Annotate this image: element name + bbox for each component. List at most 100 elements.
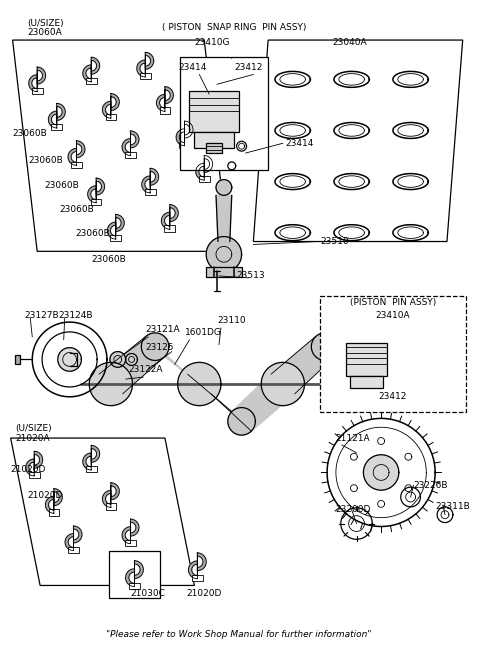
Bar <box>106 504 116 510</box>
Polygon shape <box>111 94 120 111</box>
Bar <box>86 78 96 84</box>
Bar <box>206 267 241 277</box>
Polygon shape <box>46 496 54 514</box>
Text: 23125: 23125 <box>145 343 174 352</box>
Text: 23060B: 23060B <box>75 229 110 238</box>
Polygon shape <box>363 455 399 490</box>
Polygon shape <box>58 348 82 371</box>
Polygon shape <box>150 168 158 185</box>
Polygon shape <box>142 176 150 193</box>
Polygon shape <box>126 569 134 587</box>
Polygon shape <box>96 178 105 195</box>
Bar <box>29 472 39 478</box>
Bar <box>194 132 234 148</box>
Text: 21020A: 21020A <box>15 434 50 443</box>
Text: 23127B: 23127B <box>24 310 59 320</box>
Text: 23060A: 23060A <box>27 28 62 37</box>
Polygon shape <box>88 186 96 202</box>
Bar <box>320 295 466 411</box>
Text: 21020D: 21020D <box>27 491 63 500</box>
Bar <box>32 88 43 94</box>
Polygon shape <box>170 204 178 221</box>
Text: 23040A: 23040A <box>332 37 367 47</box>
Polygon shape <box>131 519 139 536</box>
Polygon shape <box>91 57 100 74</box>
Text: 23410G: 23410G <box>194 37 230 47</box>
Bar <box>349 376 383 388</box>
Polygon shape <box>116 214 124 231</box>
Polygon shape <box>37 67 46 84</box>
Bar <box>199 176 210 182</box>
Bar <box>129 582 140 589</box>
Text: 23060B: 23060B <box>60 204 95 214</box>
Polygon shape <box>145 52 154 69</box>
Text: 23121A: 23121A <box>145 326 180 335</box>
Polygon shape <box>76 141 85 158</box>
Polygon shape <box>57 103 65 121</box>
Text: 21030C: 21030C <box>131 589 166 598</box>
Bar <box>190 91 239 132</box>
Bar <box>179 142 190 148</box>
Bar <box>91 199 101 205</box>
Text: 23122A: 23122A <box>129 365 163 374</box>
Polygon shape <box>137 60 145 77</box>
Polygon shape <box>216 195 232 242</box>
Text: (PISTON  PIN ASSY): (PISTON PIN ASSY) <box>350 298 436 307</box>
Text: 23200D: 23200D <box>335 505 370 514</box>
Bar <box>206 143 222 153</box>
Text: 21121A: 21121A <box>335 434 370 443</box>
Text: (U/SIZE): (U/SIZE) <box>27 19 64 28</box>
Polygon shape <box>83 65 91 82</box>
Bar <box>86 466 96 472</box>
Text: 23311B: 23311B <box>435 502 470 512</box>
Text: "Please refer to Work Shop Manual for further information": "Please refer to Work Shop Manual for fu… <box>106 630 372 639</box>
Bar <box>192 574 203 581</box>
Polygon shape <box>145 337 211 394</box>
Polygon shape <box>204 155 213 172</box>
Text: 23410A: 23410A <box>375 310 410 320</box>
Polygon shape <box>161 212 170 229</box>
Polygon shape <box>271 337 335 394</box>
Polygon shape <box>312 333 339 360</box>
Bar <box>48 510 59 515</box>
Text: 21020D: 21020D <box>11 465 46 474</box>
Bar <box>145 189 156 195</box>
Bar <box>106 115 116 121</box>
Bar <box>125 152 136 158</box>
Bar <box>165 225 175 231</box>
Text: 23124B: 23124B <box>59 310 93 320</box>
Polygon shape <box>131 131 139 148</box>
Polygon shape <box>197 553 206 571</box>
Text: ( PISTON  SNAP RING  PIN ASSY): ( PISTON SNAP RING PIN ASSY) <box>162 23 306 32</box>
Polygon shape <box>141 333 169 360</box>
Polygon shape <box>83 453 91 470</box>
Bar <box>71 162 82 168</box>
Bar <box>346 343 387 376</box>
Text: 23060B: 23060B <box>91 255 126 264</box>
Polygon shape <box>122 139 131 155</box>
Bar <box>14 354 21 364</box>
Polygon shape <box>126 354 137 365</box>
Polygon shape <box>89 362 132 405</box>
Polygon shape <box>110 352 126 367</box>
Text: 1601DG: 1601DG <box>185 328 221 337</box>
Polygon shape <box>188 374 252 431</box>
Text: 23414: 23414 <box>286 139 314 148</box>
Text: 23060B: 23060B <box>44 181 79 190</box>
Bar <box>140 73 151 79</box>
Bar <box>110 235 121 241</box>
Polygon shape <box>216 179 232 195</box>
Polygon shape <box>99 337 165 394</box>
Bar <box>125 540 136 546</box>
Polygon shape <box>156 94 165 111</box>
Text: 23513: 23513 <box>237 271 265 280</box>
Polygon shape <box>228 407 255 435</box>
Text: 23412: 23412 <box>379 392 407 402</box>
Bar <box>51 124 62 130</box>
Text: 23510: 23510 <box>320 237 349 246</box>
Polygon shape <box>345 362 388 405</box>
Polygon shape <box>65 534 73 551</box>
Polygon shape <box>108 222 116 239</box>
Text: (U/SIZE): (U/SIZE) <box>15 424 52 433</box>
Polygon shape <box>29 75 37 92</box>
